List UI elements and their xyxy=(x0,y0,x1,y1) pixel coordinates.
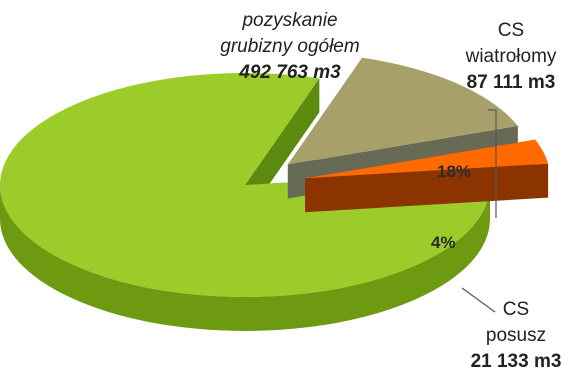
slice-percent-wiatrolomy: 18% xyxy=(437,162,472,181)
slice-value-pozyskanie: 492 763 m3 xyxy=(239,62,341,83)
slice-label-pozyskanie-line1: pozyskanie xyxy=(242,10,338,31)
leader-line-wiatrolomy xyxy=(488,109,497,218)
slice-label-wiatrolomy-line2: wiatrołomy xyxy=(465,46,557,67)
slice-posusz-wall-end xyxy=(305,163,549,213)
slice-percent-posusz: 4% xyxy=(431,233,456,252)
slice-pozyskanie-top xyxy=(0,73,490,297)
slice-label-wiatrolomy-line1: CS xyxy=(497,20,525,41)
slice-pozyskanie-side-0 xyxy=(0,185,490,331)
slice-label-pozyskanie-line2: grubizny ogółem xyxy=(220,36,360,57)
slice-label-pozyskanie: pozyskanie grubizny ogółem 492 763 m3 xyxy=(190,8,390,86)
leader-line-posusz xyxy=(461,287,496,313)
slice-posusz-top xyxy=(305,139,549,179)
slice-value-wiatrolomy: 87 111 m3 xyxy=(466,72,556,93)
slice-value-posusz: 21 133 m3 xyxy=(470,351,562,372)
slice-label-posusz-line1: CS xyxy=(502,299,530,320)
slice-label-posusz-line2: posusz xyxy=(485,325,547,346)
slice-label-wiatrolomy: CS wiatrołomy 87 111 m3 xyxy=(446,18,569,96)
slice-wiatrolomy-top xyxy=(287,57,518,165)
slice-pozyskanie-wall-end xyxy=(245,78,320,219)
slice-posusz xyxy=(305,139,549,213)
slice-label-posusz: CS posusz 21 133 m3 xyxy=(460,297,569,375)
